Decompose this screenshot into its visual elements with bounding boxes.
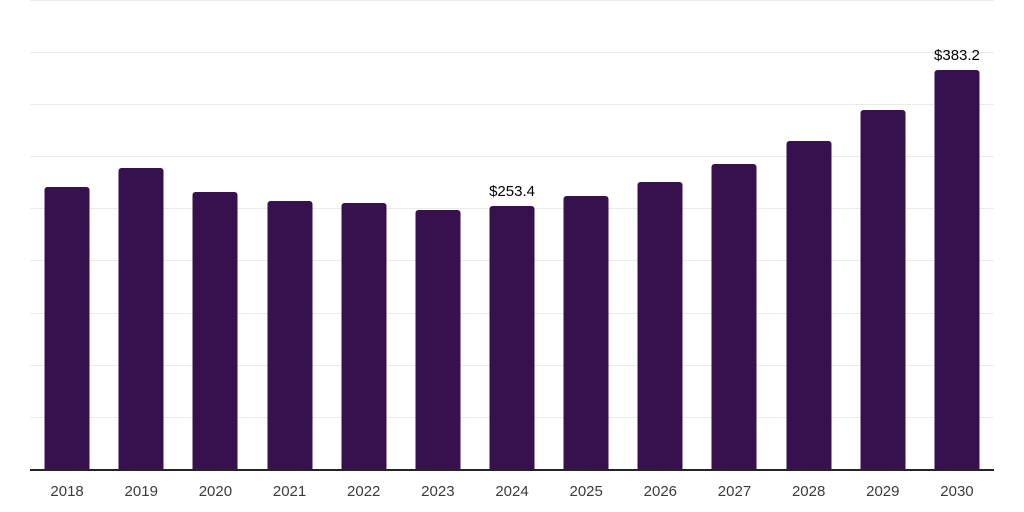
bar-column-2020 [178,0,252,470]
gridline [30,156,994,158]
x-tick-label-2018: 2018 [50,483,84,500]
bar-series: $253.4 $383.2 [30,0,994,470]
gridline [30,0,994,1]
x-tick-label-2024: 2024 [495,483,529,500]
x-tick-label-2030: 2030 [940,483,974,500]
x-tick-label-2026: 2026 [643,483,678,500]
bar-2029[interactable] [860,110,906,470]
x-tick-label-2028: 2028 [791,483,826,500]
bar-column-2019 [104,0,178,470]
bar-2025[interactable] [563,196,609,470]
x-tick-label-2023: 2023 [421,483,455,500]
bar-column-2030: $383.2 [920,0,994,470]
bar-2018[interactable] [44,186,90,470]
x-axis-labels: 2018 2019 2020 2021 2022 2023 2024 2025 2026 2027… [30,482,994,502]
x-axis-line [30,469,994,471]
bar-value-label-2030: $383.2 [934,47,980,65]
gridline [30,51,994,53]
bar-2026[interactable] [637,182,683,470]
bar-2020[interactable] [192,191,238,470]
bar-column-2018 [30,0,104,470]
x-tick-label-2022: 2022 [347,483,381,500]
x-tick-label-2025: 2025 [569,483,603,500]
bar-2022[interactable] [341,202,387,470]
bar-column-2027 [697,0,771,470]
bar-column-2024: $253.4 [475,0,549,470]
bar-column-2029 [846,0,920,470]
bar-column-2022 [327,0,401,470]
bar-column-2028 [772,0,846,470]
bar-column-2026 [623,0,697,470]
x-tick-label-2019: 2019 [124,483,158,500]
gridline [30,103,994,105]
bar-2030[interactable] [934,70,980,470]
x-tick-label-2020: 2020 [198,483,233,500]
bar-value-label-2024: $253.4 [489,182,535,200]
x-tick-label-2021: 2021 [272,483,307,500]
bar-2021[interactable] [267,200,313,470]
bar-2028[interactable] [786,141,832,470]
bar-2023[interactable] [415,209,461,470]
bar-2019[interactable] [118,167,164,470]
bar-2027[interactable] [711,164,757,470]
plot-area: $253.4 $383.2 [30,0,994,471]
bar-column-2023 [401,0,475,470]
bar-column-2025 [549,0,623,470]
x-tick-label-2029: 2029 [866,483,900,500]
bar-2024[interactable] [489,205,535,470]
bar-column-2021 [252,0,326,470]
x-tick-label-2027: 2027 [717,483,752,500]
